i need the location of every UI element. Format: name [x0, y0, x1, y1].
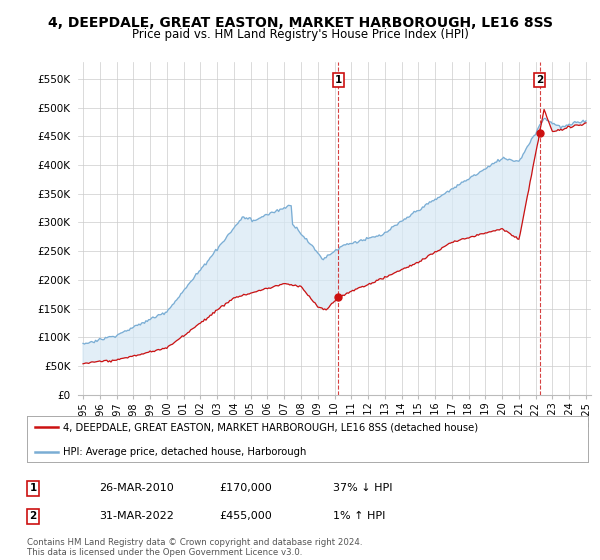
- Text: £455,000: £455,000: [219, 511, 272, 521]
- Text: 37% ↓ HPI: 37% ↓ HPI: [333, 483, 392, 493]
- Text: 4, DEEPDALE, GREAT EASTON, MARKET HARBOROUGH, LE16 8SS: 4, DEEPDALE, GREAT EASTON, MARKET HARBOR…: [47, 16, 553, 30]
- Text: 1% ↑ HPI: 1% ↑ HPI: [333, 511, 385, 521]
- Text: 26-MAR-2010: 26-MAR-2010: [99, 483, 174, 493]
- Text: 31-MAR-2022: 31-MAR-2022: [99, 511, 174, 521]
- Text: £170,000: £170,000: [219, 483, 272, 493]
- Text: 4, DEEPDALE, GREAT EASTON, MARKET HARBOROUGH, LE16 8SS (detached house): 4, DEEPDALE, GREAT EASTON, MARKET HARBOR…: [64, 422, 479, 432]
- Text: HPI: Average price, detached house, Harborough: HPI: Average price, detached house, Harb…: [64, 447, 307, 457]
- Text: Contains HM Land Registry data © Crown copyright and database right 2024.
This d: Contains HM Land Registry data © Crown c…: [27, 538, 362, 557]
- Text: 2: 2: [29, 511, 37, 521]
- Text: 2: 2: [536, 75, 543, 85]
- Text: Price paid vs. HM Land Registry's House Price Index (HPI): Price paid vs. HM Land Registry's House …: [131, 28, 469, 41]
- Text: 1: 1: [29, 483, 37, 493]
- Text: 1: 1: [335, 75, 342, 85]
